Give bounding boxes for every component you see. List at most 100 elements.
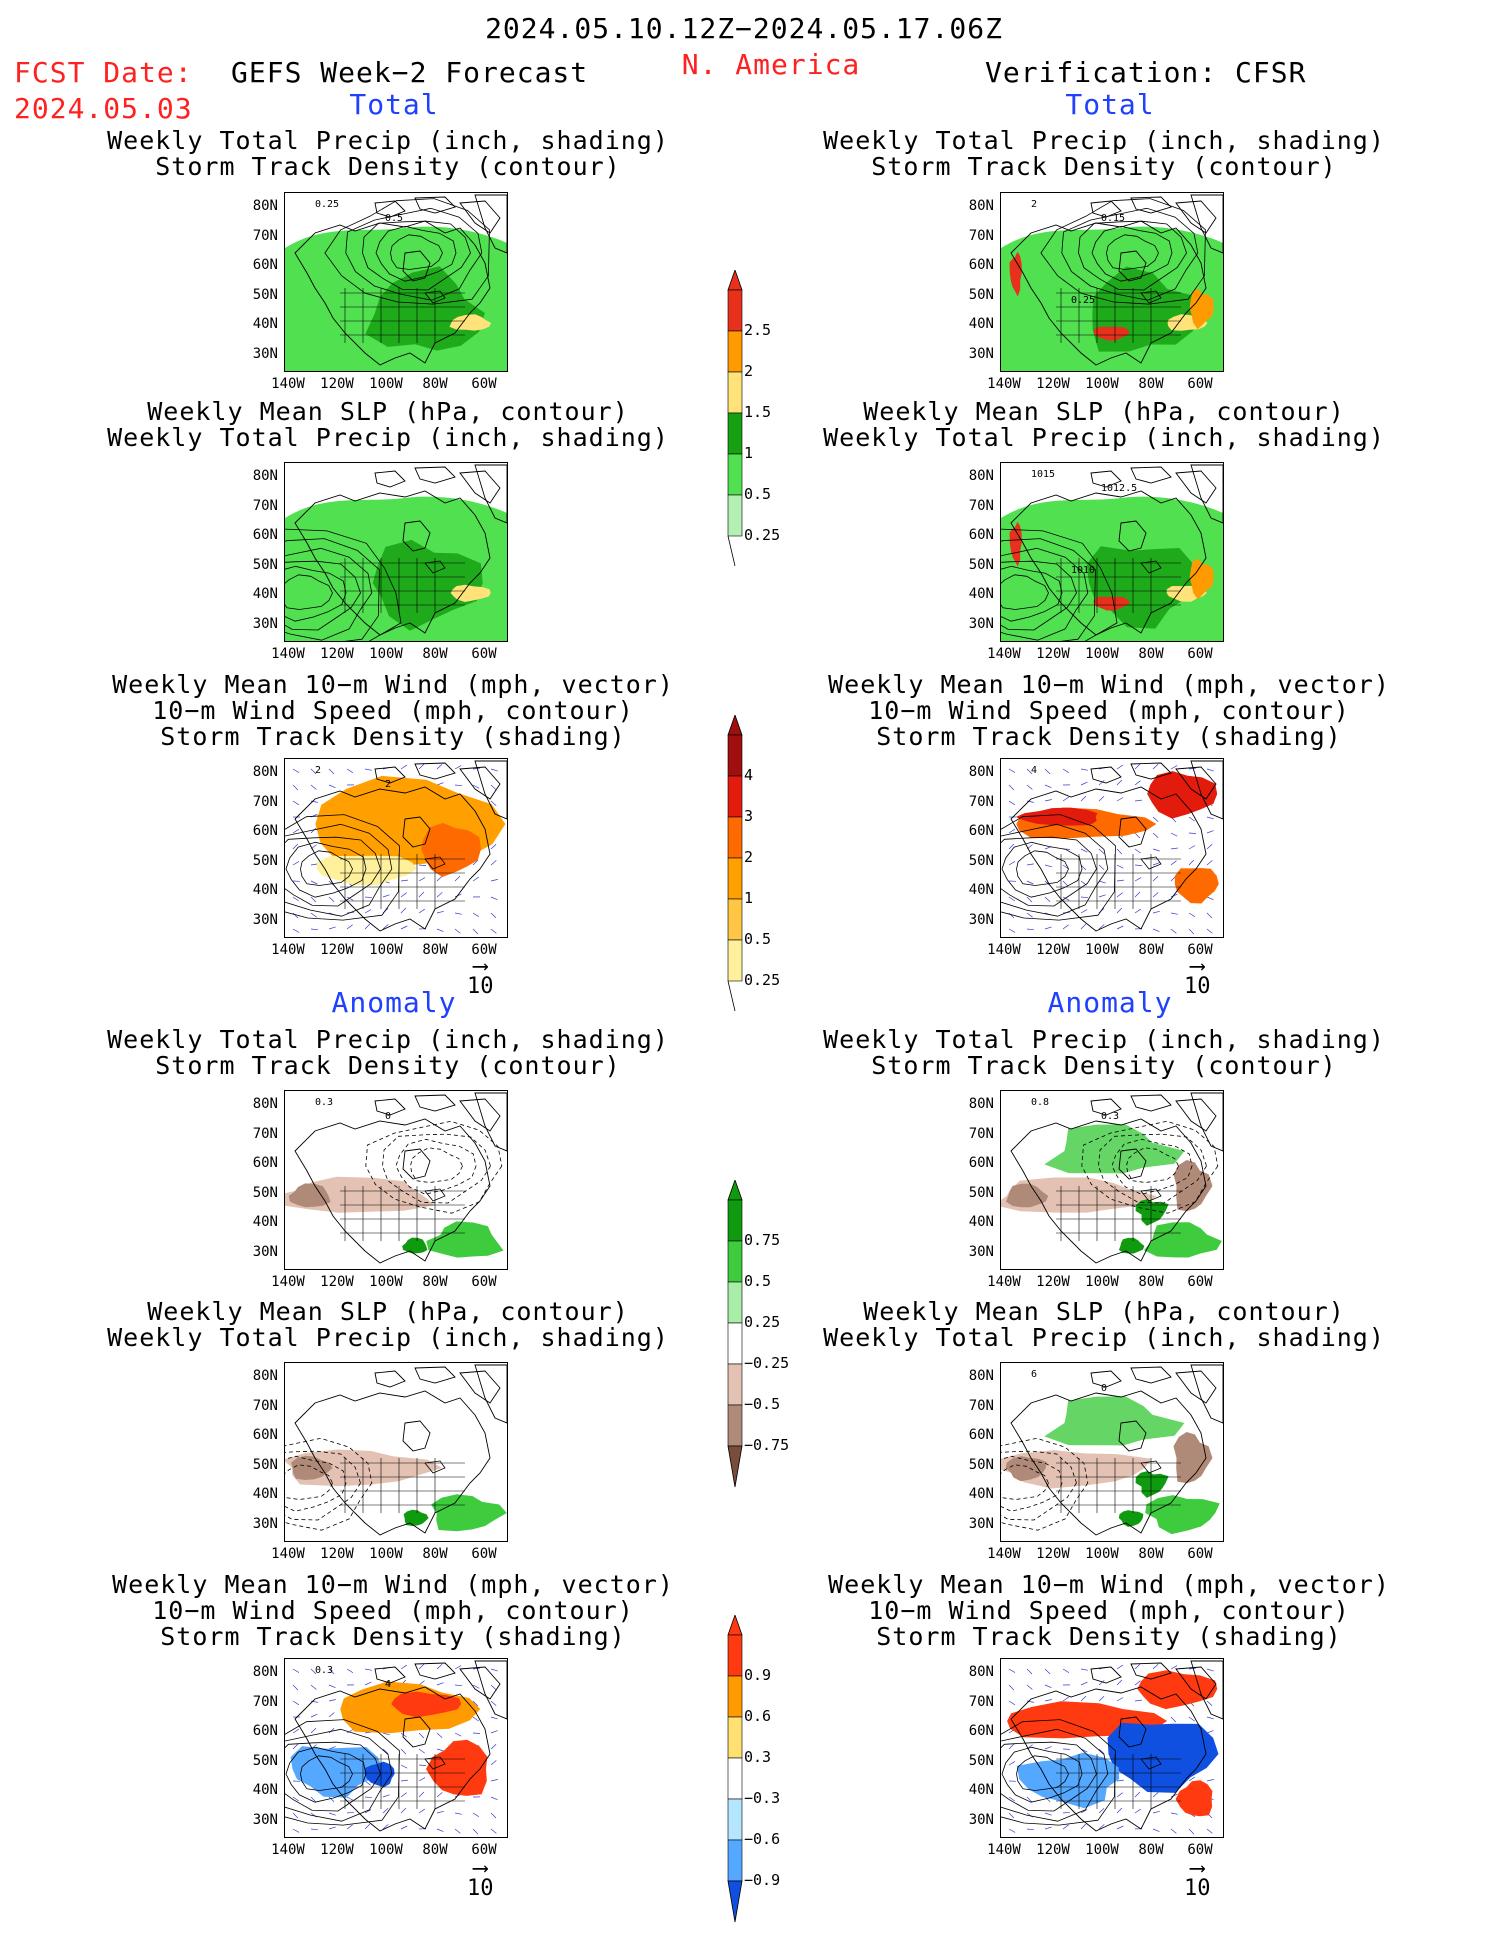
latitude-tick-label: 40N [954,1214,994,1230]
latitude-tick-label: 70N [954,228,994,244]
longitude-tick-label: 120W [320,646,354,662]
latitude-tick-label: 50N [954,1753,994,1769]
longitude-tick-label: 100W [1085,376,1119,392]
section-label-anomaly-right: Anomaly [1047,986,1172,1019]
panel-title: Weekly Mean 10−m Wind (mph, vector)10−m … [828,672,1390,750]
contour-label: 2 [1031,199,1037,210]
latitude-tick-label: 60N [238,1427,278,1443]
contour-label: 0.3 [1101,1111,1119,1122]
colorbar-tick-label: −0.25 [744,1354,789,1372]
longitude-tick-label: 120W [1036,1546,1070,1562]
panel-title: Weekly Total Precip (inch, shading)Storm… [107,1027,669,1079]
longitude-tick-label: 140W [987,942,1021,958]
contour-label: 0 [1101,1383,1107,1394]
longitude-tick-label: 140W [987,1274,1021,1290]
contour-label: 0.15 [1101,213,1125,224]
colorbar-tick-label: 0.5 [744,930,771,948]
colorbar-tick-label: 0.75 [744,1231,780,1249]
latitude-tick-label: 80N [954,198,994,214]
colorbar-tick-label: 1 [744,444,753,462]
colorbar-tick-label: 3 [744,807,753,825]
panel-title: Weekly Total Precip (inch, shading)Storm… [823,1027,1385,1079]
latitude-tick-label: 30N [954,1516,994,1532]
latitude-tick-label: 50N [238,1753,278,1769]
latitude-tick-label: 40N [238,1782,278,1798]
latitude-tick-label: 50N [238,853,278,869]
latitude-tick-label: 70N [954,1398,994,1414]
longitude-tick-label: 120W [320,942,354,958]
latitude-tick-label: 40N [238,586,278,602]
longitude-tick-label: 100W [369,376,403,392]
longitude-tick-label: 60W [471,376,496,392]
longitude-tick-label: 100W [1085,942,1119,958]
longitude-tick-label: 100W [1085,1546,1119,1562]
contour-label: 0.3 [315,1097,333,1108]
colorbar-tick-label: −0.5 [744,1395,780,1413]
latitude-tick-label: 80N [238,1096,278,1112]
longitude-tick-label: 140W [271,376,305,392]
contour-label: 1010 [1071,565,1095,576]
longitude-tick-label: 80W [1138,1546,1163,1562]
latitude-tick-label: 70N [238,1694,278,1710]
latitude-tick-label: 60N [954,1723,994,1739]
longitude-tick-label: 120W [320,1842,354,1858]
arrow-right-icon: ⟶ [467,960,494,974]
longitude-tick-label: 100W [369,1274,403,1290]
colorbar-tick-label: 0.5 [744,485,771,503]
latitude-tick-label: 30N [954,1244,994,1260]
arrow-right-icon: ⟶ [467,1862,494,1876]
longitude-tick-label: 100W [1085,646,1119,662]
panel-title: Weekly Mean SLP (hPa, contour)Weekly Tot… [107,399,669,451]
longitude-tick-label: 80W [422,942,447,958]
vector-reference: ⟶10 [1184,960,1211,999]
longitude-tick-label: 140W [987,1546,1021,1562]
latitude-tick-label: 70N [238,794,278,810]
latitude-tick-label: 60N [954,257,994,273]
longitude-tick-label: 140W [987,1842,1021,1858]
forecast-period: 2024.05.10.12Z−2024.05.17.06Z [485,12,1003,45]
fcst-date-label: FCST Date: [14,56,193,89]
longitude-tick-label: 80W [1138,1842,1163,1858]
contour-label: 2 [315,765,321,776]
latitude-tick-label: 80N [238,764,278,780]
latitude-tick-label: 70N [954,794,994,810]
map-panel [284,462,508,642]
longitude-tick-label: 80W [422,1842,447,1858]
latitude-tick-label: 80N [238,198,278,214]
colorbar-tick-label: 0.9 [744,1666,771,1684]
section-label-anomaly-left: Anomaly [331,986,456,1019]
model-title: GEFS Week−2 Forecast [231,56,588,89]
contour-label: 0.25 [1071,295,1095,306]
longitude-tick-label: 80W [1138,376,1163,392]
latitude-tick-label: 50N [238,557,278,573]
section-label-total-right: Total [1065,88,1154,121]
longitude-tick-label: 120W [1036,376,1070,392]
contour-label: 6 [1031,1369,1037,1380]
latitude-tick-label: 80N [954,468,994,484]
longitude-tick-label: 120W [320,1274,354,1290]
longitude-tick-label: 100W [369,942,403,958]
longitude-tick-label: 120W [320,1546,354,1562]
longitude-tick-label: 60W [1187,646,1212,662]
latitude-tick-label: 60N [238,1155,278,1171]
colorbar-tick-label: 0.25 [744,971,780,989]
panel-title: Weekly Mean 10−m Wind (mph, vector)10−m … [828,1572,1390,1650]
longitude-tick-label: 140W [987,646,1021,662]
longitude-tick-label: 140W [271,1842,305,1858]
latitude-tick-label: 40N [238,882,278,898]
map-panel: 2 0.15 0.25 [1000,192,1224,372]
contour-label: 1012.5 [1101,483,1137,494]
longitude-tick-label: 140W [987,376,1021,392]
latitude-tick-label: 50N [238,287,278,303]
latitude-tick-label: 70N [954,498,994,514]
latitude-tick-label: 70N [238,1126,278,1142]
latitude-tick-label: 60N [954,527,994,543]
latitude-tick-label: 80N [954,764,994,780]
longitude-tick-label: 60W [1187,376,1212,392]
latitude-tick-label: 50N [238,1457,278,1473]
verification-title: Verification: CFSR [985,56,1306,89]
